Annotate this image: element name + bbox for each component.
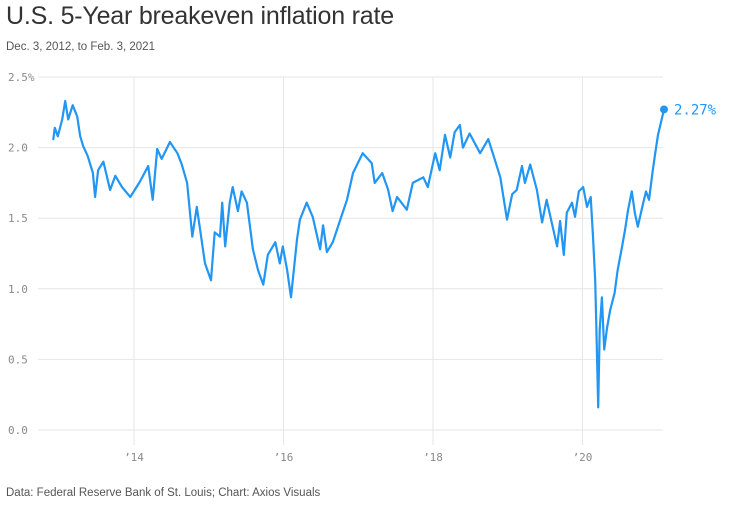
chart-subtitle: Dec. 3, 2012, to Feb. 3, 2021 — [6, 41, 155, 53]
y-tick-label: 2.5% — [8, 71, 35, 84]
x-tick-label: ’20 — [573, 451, 593, 464]
y-tick-label: 0.5 — [8, 353, 28, 366]
y-tick-label: 0.0 — [8, 424, 28, 437]
y-tick-label: 1.5 — [8, 212, 28, 225]
source-note: Data: Federal Reserve Bank of St. Louis;… — [6, 487, 321, 499]
end-value-label: 2.27% — [674, 102, 717, 118]
chart-title: U.S. 5-Year breakeven inflation rate — [6, 2, 394, 30]
x-tick-label: ’16 — [274, 451, 294, 464]
x-gridlines — [133, 77, 583, 445]
x-tick-label: ’18 — [423, 451, 443, 464]
x-tick-label: ’14 — [124, 451, 144, 464]
y-tick-label: 1.0 — [8, 283, 28, 296]
y-axis-ticks: 0.0 0.5 1.0 1.5 2.0 2.5% — [8, 71, 35, 437]
x-axis-ticks: ’14 ’16 ’18 ’20 — [124, 451, 592, 464]
y-gridlines — [38, 76, 663, 431]
series-line — [52, 99, 666, 409]
end-point-marker — [659, 105, 668, 114]
y-tick-label: 2.0 — [8, 142, 28, 155]
